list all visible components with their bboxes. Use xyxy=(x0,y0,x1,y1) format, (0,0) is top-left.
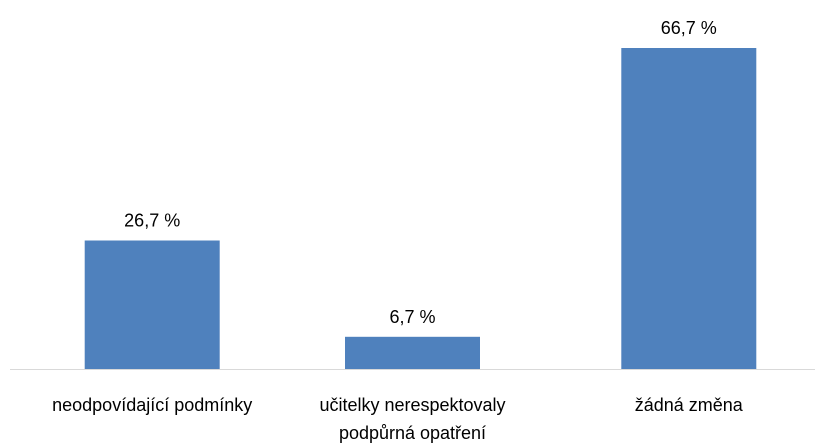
bar-2 xyxy=(621,48,756,369)
category-label-1-line-1: podpůrná opatření xyxy=(339,423,486,443)
bar-1 xyxy=(345,337,480,369)
category-label-0: neodpovídající podmínky xyxy=(52,395,252,415)
data-label-2: 66,7 % xyxy=(661,18,717,38)
category-label-2-line-0: žádná změna xyxy=(635,395,744,415)
bar-0 xyxy=(85,241,220,370)
category-label-2: žádná změna xyxy=(635,395,744,415)
data-label-1: 6,7 % xyxy=(389,307,435,327)
category-label-0-line-0: neodpovídající podmínky xyxy=(52,395,252,415)
category-label-1: učitelky nerespektovaly podpůrná opatření xyxy=(319,395,505,443)
category-labels-group: neodpovídající podmínky učitelky nerespek… xyxy=(52,395,744,443)
category-label-1-line-0: učitelky nerespektovaly xyxy=(319,395,505,415)
data-label-0: 26,7 % xyxy=(124,211,180,231)
